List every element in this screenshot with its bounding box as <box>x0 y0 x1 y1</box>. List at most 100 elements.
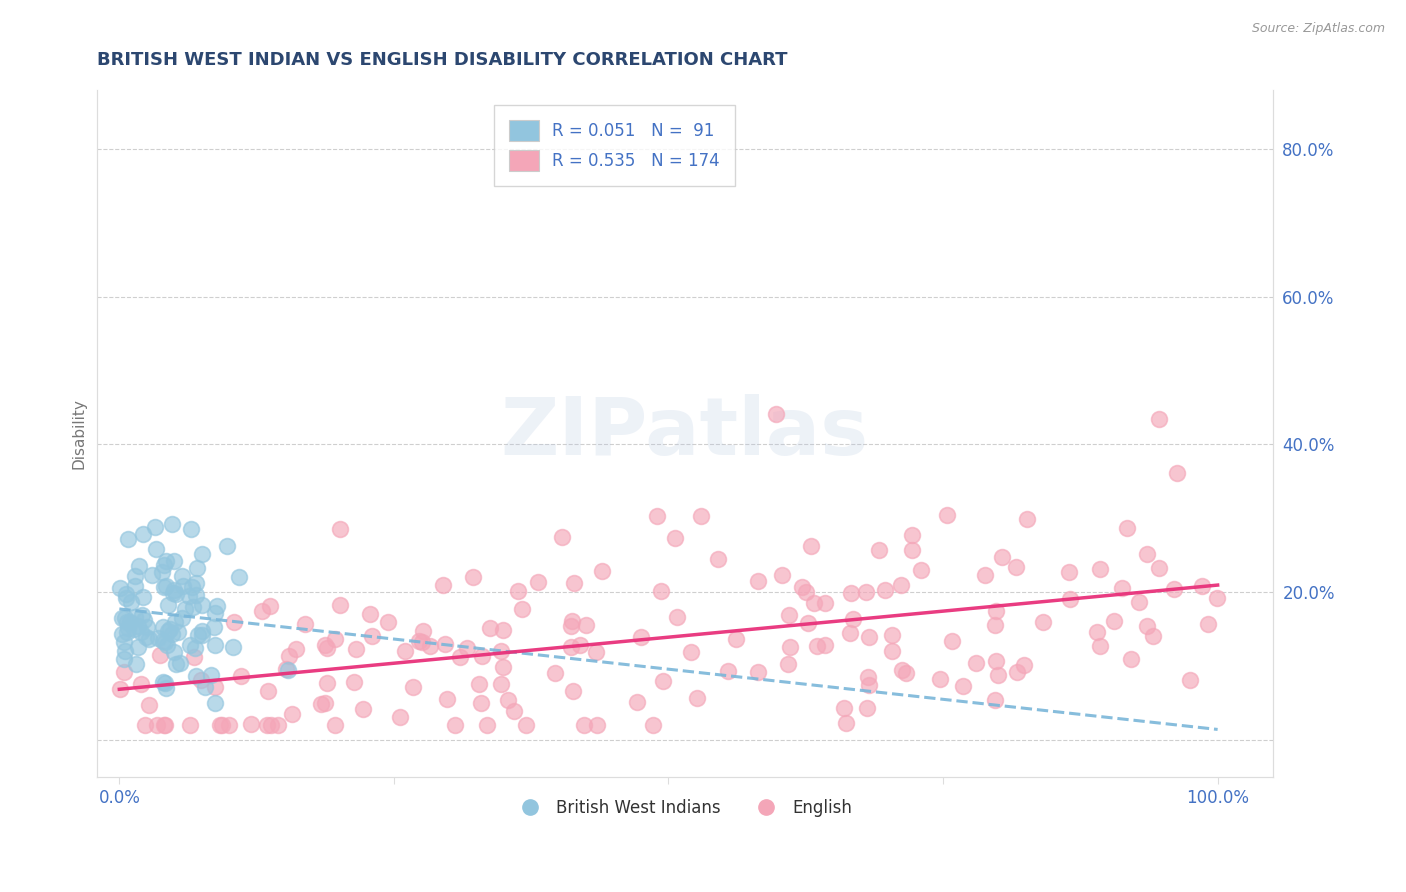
Point <box>1198 616 1220 631</box>
Point <box>165 657 187 671</box>
Point <box>491 623 513 637</box>
Point <box>190 547 212 561</box>
Point <box>890 577 912 591</box>
Point <box>770 568 793 582</box>
Point <box>1015 512 1038 526</box>
Point <box>463 570 485 584</box>
Point <box>449 649 471 664</box>
Point <box>832 701 855 715</box>
Point <box>127 619 149 633</box>
Legend: British West Indians, English: British West Indians, English <box>510 792 859 823</box>
Point <box>506 583 529 598</box>
Point <box>626 695 648 709</box>
Point <box>630 630 652 644</box>
Point <box>1191 579 1213 593</box>
Point <box>1116 521 1139 535</box>
Point <box>163 583 186 598</box>
Point <box>1059 592 1081 607</box>
Point <box>155 635 177 649</box>
Point <box>686 690 709 705</box>
Point <box>900 528 922 542</box>
Point <box>179 638 201 652</box>
Point <box>131 677 153 691</box>
Point <box>858 670 880 684</box>
Point <box>200 668 222 682</box>
Point <box>186 561 208 575</box>
Point <box>181 599 204 614</box>
Point <box>141 568 163 582</box>
Point <box>172 579 194 593</box>
Point <box>496 692 519 706</box>
Point <box>503 704 526 718</box>
Point <box>1057 565 1080 579</box>
Point <box>952 679 974 693</box>
Point <box>645 508 668 523</box>
Point <box>690 509 713 524</box>
Point <box>115 624 138 639</box>
Point <box>152 620 174 634</box>
Point <box>344 642 367 657</box>
Point <box>873 582 896 597</box>
Point <box>491 660 513 674</box>
Point <box>987 667 1010 681</box>
Point <box>489 644 512 658</box>
Point <box>117 621 139 635</box>
Point <box>146 718 169 732</box>
Point <box>153 675 176 690</box>
Point <box>281 706 304 721</box>
Point <box>1088 639 1111 653</box>
Point <box>183 640 205 655</box>
Point <box>115 615 138 629</box>
Point <box>155 554 177 568</box>
Point <box>1142 629 1164 643</box>
Point <box>797 615 820 630</box>
Point <box>160 516 183 531</box>
Point <box>343 675 366 690</box>
Point <box>316 676 339 690</box>
Point <box>157 599 180 613</box>
Point <box>973 568 995 582</box>
Point <box>260 718 283 732</box>
Point <box>803 596 825 610</box>
Point <box>776 657 799 672</box>
Point <box>408 633 430 648</box>
Point <box>111 611 134 625</box>
Point <box>941 634 963 648</box>
Point <box>388 709 411 723</box>
Point <box>152 634 174 648</box>
Point <box>160 626 183 640</box>
Point <box>131 591 153 605</box>
Point <box>170 611 193 625</box>
Point <box>316 641 339 656</box>
Point <box>205 599 228 614</box>
Point <box>114 644 136 658</box>
Y-axis label: Disability: Disability <box>72 398 86 468</box>
Point <box>868 543 890 558</box>
Point <box>117 532 139 546</box>
Point <box>229 669 252 683</box>
Point <box>145 541 167 556</box>
Point <box>155 681 177 695</box>
Point <box>153 558 176 572</box>
Point <box>778 608 800 623</box>
Point <box>527 575 550 590</box>
Point <box>489 677 512 691</box>
Point <box>800 539 823 553</box>
Point <box>311 697 333 711</box>
Point <box>855 700 877 714</box>
Point <box>1121 652 1143 666</box>
Point <box>1163 582 1185 596</box>
Point <box>432 578 454 592</box>
Point <box>510 601 533 615</box>
Point <box>153 718 176 732</box>
Point <box>135 620 157 634</box>
Point <box>910 563 932 577</box>
Point <box>411 634 433 648</box>
Point <box>131 607 153 622</box>
Point <box>747 574 769 589</box>
Point <box>965 656 987 670</box>
Point <box>169 656 191 670</box>
Point <box>211 718 233 732</box>
Point <box>323 632 346 646</box>
Point <box>127 640 149 654</box>
